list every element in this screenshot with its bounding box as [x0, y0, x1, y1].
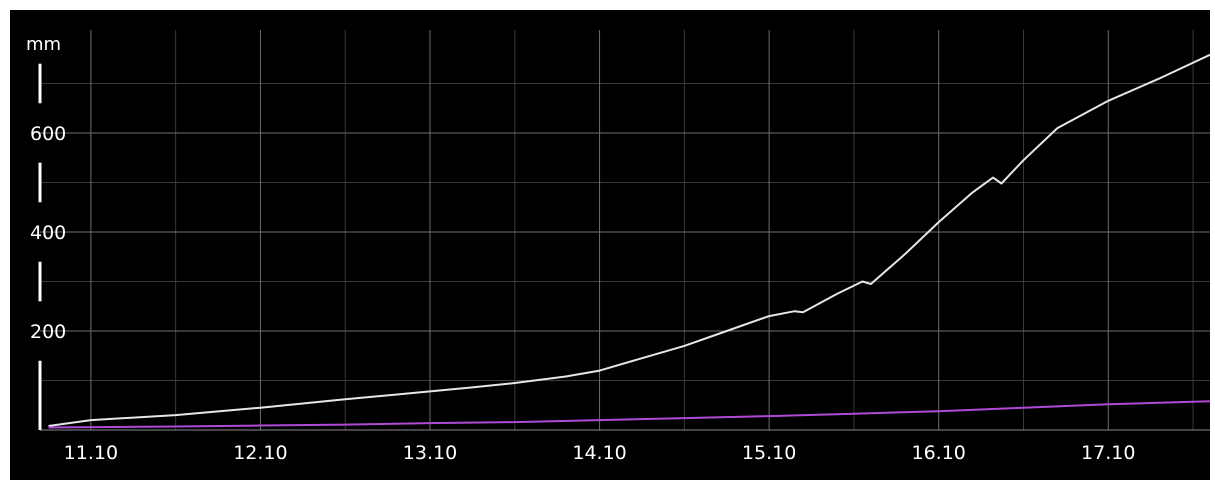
- y-tick-label: 200: [30, 321, 66, 343]
- series-line-1: [48, 53, 1210, 427]
- x-tick-label: 14.10: [572, 442, 626, 464]
- series-line-2: [48, 400, 1210, 429]
- minor-grid: [40, 30, 1210, 430]
- rainfall-chart: 11.10 12.10 13.10 14.10 15.10 16.10 17.10 200 4…: [26, 30, 1210, 464]
- x-tick-label: 15.10: [742, 442, 796, 464]
- y-tick-label: 600: [30, 123, 66, 145]
- y-axis-unit-label: mm: [26, 34, 61, 55]
- y-tick-label: 400: [30, 222, 66, 244]
- x-tick-label: 16.10: [911, 442, 965, 464]
- x-tick-label: 13.10: [403, 442, 457, 464]
- x-tick-labels: 11.10 12.10 13.10 14.10 15.10 16.10 17.10: [64, 442, 1136, 464]
- major-grid: [40, 30, 1210, 431]
- x-tick-label: 17.10: [1081, 442, 1135, 464]
- x-tick-label: 11.10: [64, 442, 118, 464]
- series-lines: [48, 53, 1210, 429]
- y-tick-labels: 200 400 600 mm: [26, 34, 66, 343]
- chart-frame: 11.10 12.10 13.10 14.10 15.10 16.10 17.10 200 4…: [10, 10, 1210, 480]
- x-tick-label: 12.10: [233, 442, 287, 464]
